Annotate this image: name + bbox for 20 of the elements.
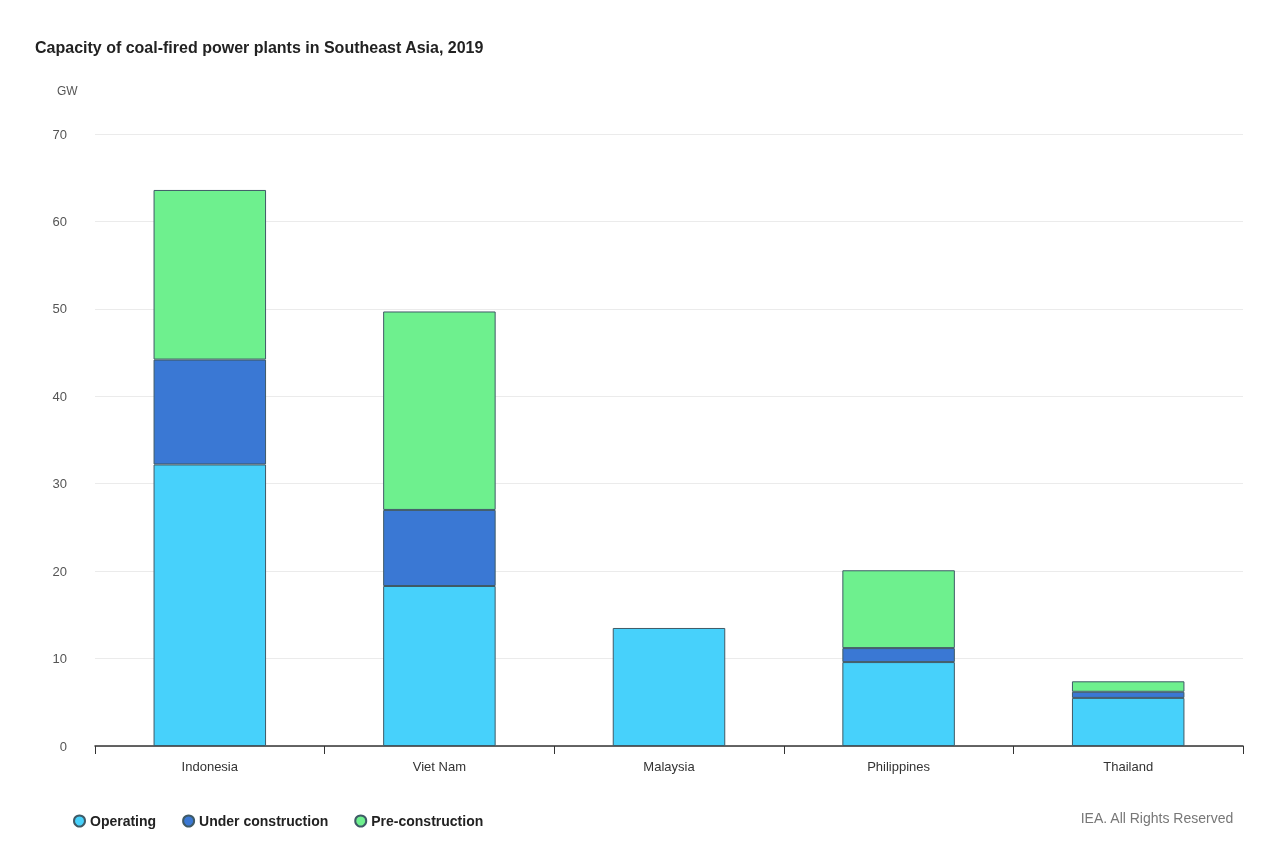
y-tick-label: 60 — [52, 213, 67, 229]
legend-label: Pre-construction — [371, 813, 484, 829]
y-tick-label: 40 — [52, 388, 67, 404]
y-tick-label: 30 — [52, 476, 67, 492]
chart-title: Capacity of coal-fired power plants in Southeast Asia, 2019 — [35, 38, 484, 56]
y-tick-label: 0 — [59, 738, 67, 754]
legend-label: Operating — [90, 813, 157, 829]
y-tick-label: 10 — [52, 651, 67, 667]
x-tick-label: Philippines — [867, 759, 931, 774]
bar — [612, 627, 726, 746]
x-tick-label: Viet Nam — [412, 759, 467, 774]
text: IEA. All Rights Reserved — [1080, 810, 1234, 826]
y-tick-label: 20 — [52, 563, 67, 579]
x-tick-label: Malaysia — [643, 759, 696, 774]
x-tick-label: Thailand — [1103, 759, 1154, 774]
y-tick-label: 50 — [52, 301, 67, 317]
y-tick-label: 70 — [52, 126, 67, 142]
y-axis-title: GW — [57, 84, 79, 98]
legend-label: Under construction — [199, 813, 329, 829]
x-tick-label: Indonesia — [181, 759, 239, 774]
